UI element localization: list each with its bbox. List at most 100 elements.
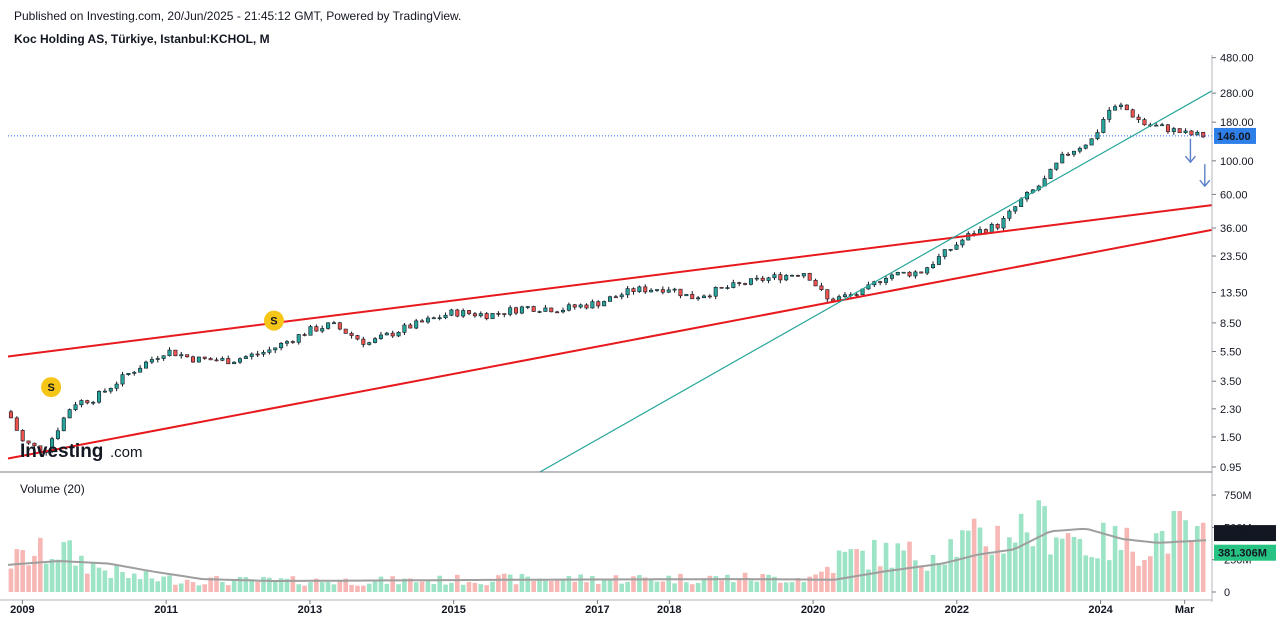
volume-bar bbox=[1059, 538, 1065, 592]
volume-bar bbox=[1024, 532, 1030, 592]
volume-bar bbox=[202, 584, 208, 592]
candle-body bbox=[561, 309, 566, 313]
price-tick-label: 13.50 bbox=[1220, 287, 1248, 299]
candle-body bbox=[467, 310, 472, 314]
candle-body bbox=[519, 306, 524, 314]
volume-bar bbox=[454, 574, 460, 592]
volume-bar bbox=[778, 582, 783, 592]
volume-bar bbox=[918, 566, 924, 592]
candle-body bbox=[349, 333, 354, 336]
volume-bars bbox=[8, 500, 1206, 592]
volume-bar bbox=[678, 573, 683, 592]
candle-body bbox=[707, 295, 712, 298]
candle-body bbox=[772, 274, 777, 279]
volume-bar bbox=[114, 564, 119, 592]
candle-body bbox=[61, 417, 66, 432]
volume-bar bbox=[14, 549, 20, 592]
candle-body bbox=[760, 277, 765, 281]
signal-marker bbox=[263, 310, 284, 331]
candle-body bbox=[778, 274, 783, 281]
candle-body bbox=[179, 354, 184, 357]
volume-bar bbox=[1148, 556, 1153, 592]
volume-bar bbox=[325, 581, 331, 592]
volume-bar bbox=[378, 576, 384, 592]
volume-bar bbox=[807, 576, 812, 592]
volume-bar bbox=[1012, 542, 1018, 592]
candle-body bbox=[261, 352, 266, 355]
candle-body bbox=[942, 249, 947, 257]
candle-body bbox=[461, 310, 466, 317]
candle-body bbox=[919, 271, 924, 274]
volume-bar bbox=[913, 560, 918, 592]
candle-body bbox=[983, 229, 988, 234]
candle-body bbox=[502, 313, 507, 315]
candle-body bbox=[948, 248, 953, 251]
time-tick-label: 2018 bbox=[657, 604, 681, 616]
volume-bar bbox=[760, 574, 766, 592]
candle-body bbox=[854, 294, 859, 296]
volume-ma-label-bg bbox=[1214, 525, 1276, 542]
volume-bar bbox=[977, 527, 983, 592]
volume-ma-label: 401.607M bbox=[1218, 528, 1267, 540]
volume-bar bbox=[584, 582, 589, 592]
candle-body bbox=[801, 273, 806, 277]
volume-bar bbox=[625, 581, 630, 592]
candle-body bbox=[1160, 124, 1165, 127]
volume-bar bbox=[1001, 553, 1006, 592]
markers: SS bbox=[41, 310, 284, 398]
volume-last-label-bg bbox=[1214, 544, 1276, 561]
candle-body bbox=[731, 282, 736, 288]
chart-frame bbox=[0, 55, 1213, 602]
volume-bar bbox=[231, 579, 237, 592]
candle-body bbox=[1136, 116, 1141, 120]
volume-bar bbox=[126, 578, 131, 592]
volume-bar bbox=[1165, 553, 1171, 592]
volume-title: Volume (20) bbox=[20, 482, 85, 496]
volume-ma-line bbox=[7, 527, 1207, 582]
volume-bar bbox=[396, 584, 401, 592]
volume-bar bbox=[343, 578, 349, 592]
candle-body bbox=[878, 281, 883, 283]
volume-bar bbox=[689, 584, 695, 592]
candle-body bbox=[884, 278, 889, 283]
candle-body bbox=[725, 287, 730, 289]
volume-bar bbox=[173, 584, 178, 592]
candle-body bbox=[1066, 153, 1071, 156]
volume-bar bbox=[1089, 557, 1094, 592]
volume-bar bbox=[308, 582, 313, 592]
candle-body bbox=[578, 304, 583, 308]
volume-bar bbox=[190, 582, 196, 592]
candle-body bbox=[308, 326, 313, 336]
volume-bar bbox=[26, 565, 31, 592]
volume-bar bbox=[631, 576, 636, 592]
candle-body bbox=[602, 301, 607, 307]
candle-body bbox=[390, 332, 395, 337]
candle-body bbox=[572, 304, 577, 308]
candle-body bbox=[813, 279, 818, 287]
time-tick-label: 2009 bbox=[10, 604, 34, 616]
candle-body bbox=[108, 387, 113, 392]
price-tick-label: 8.50 bbox=[1220, 318, 1241, 330]
volume-bar bbox=[983, 546, 989, 592]
candle-body bbox=[255, 353, 260, 356]
candle-body bbox=[420, 320, 425, 323]
candle-body bbox=[643, 286, 648, 293]
candle-body bbox=[314, 326, 319, 332]
candle-body bbox=[425, 317, 430, 323]
volume-bar bbox=[1030, 546, 1036, 592]
volume-bar bbox=[184, 579, 190, 592]
volume-bar bbox=[907, 541, 912, 592]
candle-body bbox=[114, 383, 119, 389]
volume-bar bbox=[654, 581, 660, 592]
volume-bar bbox=[519, 573, 525, 592]
volume-bar bbox=[601, 579, 607, 592]
candle-body bbox=[208, 358, 213, 361]
candle-body bbox=[631, 288, 636, 292]
candle-body bbox=[907, 271, 912, 277]
candle-body bbox=[455, 309, 460, 317]
time-tick-label: 2013 bbox=[298, 604, 322, 616]
volume-bar bbox=[860, 550, 865, 592]
volume-bar bbox=[90, 562, 96, 592]
candle-body bbox=[155, 358, 160, 360]
